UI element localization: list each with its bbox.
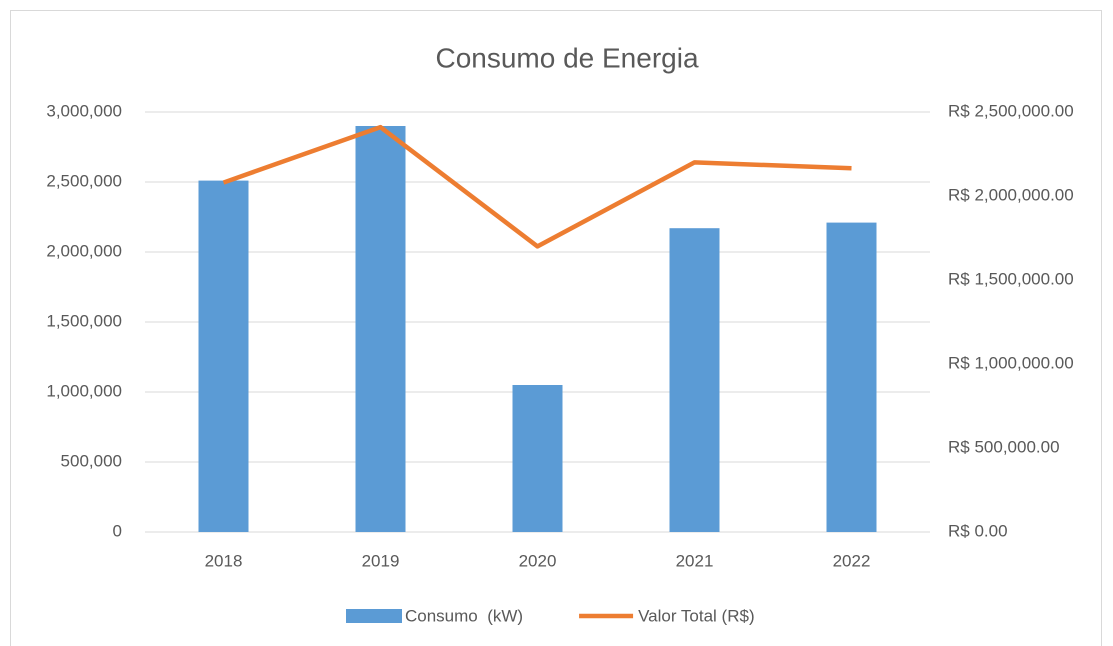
legend-label: Valor Total (R$): [638, 606, 755, 625]
y-tick-label: 2,000,000: [46, 241, 122, 260]
bar: [355, 126, 406, 532]
line: [222, 124, 852, 249]
x-tick-label: 2019: [362, 551, 400, 570]
y2-tick-label: R$ 1,500,000.00: [948, 269, 1074, 288]
legend-swatch: [346, 609, 402, 623]
bar: [512, 385, 563, 532]
bar: [669, 228, 720, 532]
y-tick-label: 0: [113, 521, 122, 540]
y2-tick-label: R$ 0.00: [948, 521, 1008, 540]
y-tick-label: 2,500,000: [46, 171, 122, 190]
bar: [198, 180, 249, 532]
y-tick-label: 500,000: [61, 451, 122, 470]
legend-label: Consumo (kW): [405, 606, 523, 625]
y2-tick-label: R$ 2,500,000.00: [948, 101, 1074, 120]
y-tick-label: 3,000,000: [46, 101, 122, 120]
y-tick-label: 1,000,000: [46, 381, 122, 400]
x-tick-label: 2018: [205, 551, 243, 570]
y2-tick-label: R$ 2,000,000.00: [948, 185, 1074, 204]
x-tick-label: 2022: [833, 551, 871, 570]
chart-frame: [10, 10, 1102, 646]
y-tick-label: 1,500,000: [46, 311, 122, 330]
bar: [826, 222, 877, 532]
y2-tick-label: R$ 1,000,000.00: [948, 353, 1074, 372]
x-tick-label: 2020: [519, 551, 557, 570]
y2-tick-label: R$ 500,000.00: [948, 437, 1060, 456]
x-tick-label: 2021: [676, 551, 714, 570]
chart-title: Consumo de Energia: [435, 42, 698, 73]
